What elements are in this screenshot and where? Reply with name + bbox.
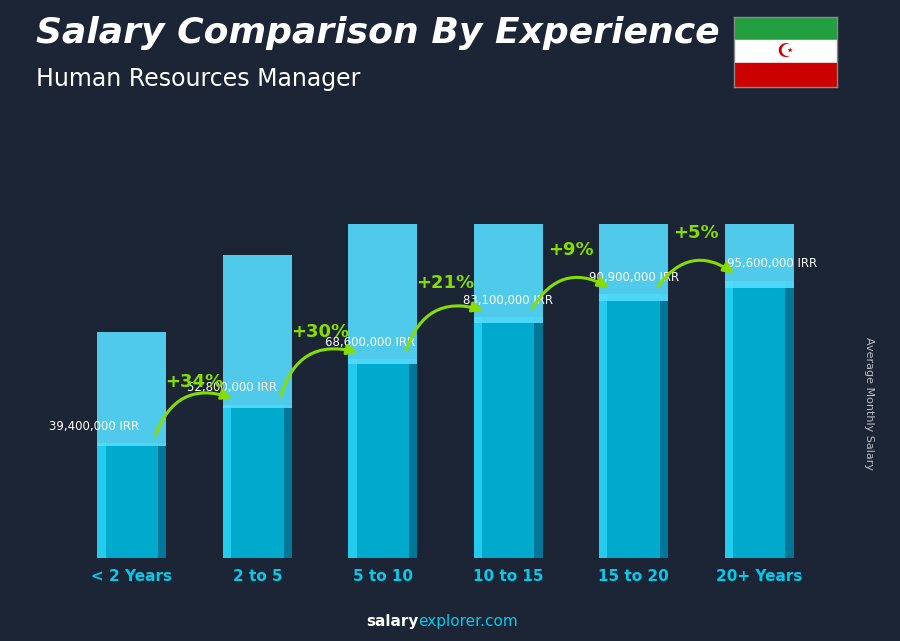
Text: 90,900,000 IRR: 90,900,000 IRR [589,271,679,284]
Bar [409,359,418,558]
Text: 68,600,000 IRR: 68,600,000 IRR [325,336,415,349]
Bar [223,255,292,408]
Text: 83,100,000 IRR: 83,100,000 IRR [464,294,554,306]
Bar [599,294,608,558]
Text: salary: salary [366,615,418,629]
Text: +30%: +30% [291,323,349,341]
Bar [599,294,668,558]
Text: +5%: +5% [673,224,719,242]
Text: 39,400,000 IRR: 39,400,000 IRR [50,420,140,433]
Bar [660,294,668,558]
Text: 95,600,000 IRR: 95,600,000 IRR [726,258,816,271]
Bar [734,63,837,87]
Text: Human Resources Manager: Human Resources Manager [36,67,360,91]
Bar [724,281,733,558]
Bar [348,359,418,558]
Text: 52,800,000 IRR: 52,800,000 IRR [187,381,277,394]
Bar [599,37,668,301]
Text: Average Monthly Salary: Average Monthly Salary [863,337,874,470]
Bar [473,317,543,558]
Text: +9%: +9% [548,241,594,259]
Bar [734,17,837,40]
Bar [97,444,166,558]
Text: explorer.com: explorer.com [418,615,518,629]
Bar [473,82,543,323]
Bar [734,40,837,63]
Bar [535,317,543,558]
Bar [223,404,292,558]
Text: +34%: +34% [166,373,224,391]
Bar [473,317,482,558]
Bar [348,165,418,364]
Bar [785,281,794,558]
Bar [284,404,292,558]
Bar [158,444,166,558]
Text: Salary Comparison By Experience: Salary Comparison By Experience [36,16,720,50]
Text: ☪: ☪ [777,42,794,62]
Bar [223,404,231,558]
Text: +21%: +21% [417,274,474,292]
Bar [97,332,166,446]
Bar [724,10,794,288]
Bar [348,359,356,558]
Bar [724,281,794,558]
Bar [97,444,106,558]
